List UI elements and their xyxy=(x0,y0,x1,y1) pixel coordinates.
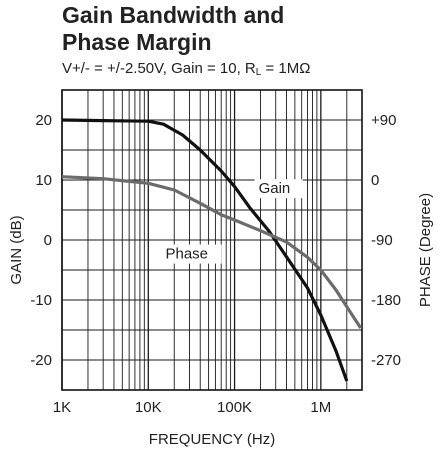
chart-title-line2: Phase Margin xyxy=(62,29,212,55)
annotation-gain: Gain xyxy=(259,180,291,197)
chart-title: Gain Bandwidth and Phase Margin xyxy=(62,2,284,56)
y-left-tick-label: -10 xyxy=(30,292,52,309)
x-tick-label: 1K xyxy=(53,399,71,416)
annotation-phase: Phase xyxy=(165,246,208,263)
y-right-tick-label: +90 xyxy=(371,112,396,129)
x-tick-label: 100K xyxy=(217,399,252,416)
y-left-tick-label: -20 xyxy=(30,352,52,369)
subtitle-text: V+/- = +/-2.50V, Gain = 10, R xyxy=(62,60,256,77)
y-right-tick-label: 0 xyxy=(371,172,379,189)
subtitle-text-end: = 1MΩ xyxy=(261,60,311,77)
series-line-gain xyxy=(61,118,349,382)
chart-title-line1: Gain Bandwidth and xyxy=(62,2,285,28)
y-axis-label-left: GAIN (dB) xyxy=(8,215,25,284)
x-tick-label: 1M xyxy=(310,399,331,416)
series-line-phase xyxy=(61,175,363,329)
y-right-tick-label: -270 xyxy=(371,352,401,369)
y-left-tick-label: 10 xyxy=(35,172,52,189)
y-left-tick-label: 0 xyxy=(44,232,52,249)
y-right-tick-label: -180 xyxy=(371,292,401,309)
annotation-bg xyxy=(161,244,222,264)
y-axis-label-right: PHASE (Degree) xyxy=(417,193,434,307)
x-axis-label: FREQUENCY (Hz) xyxy=(149,431,275,448)
plot-frame xyxy=(61,89,363,391)
annotation-bg xyxy=(254,179,303,199)
y-left-tick-label: 20 xyxy=(35,112,52,129)
chart-subtitle: V+/- = +/-2.50V, Gain = 10, RL = 1MΩ xyxy=(62,60,310,82)
x-tick-label: 10K xyxy=(135,399,162,416)
y-right-tick-label: -90 xyxy=(371,232,393,249)
subtitle-subscript: L xyxy=(255,67,262,78)
